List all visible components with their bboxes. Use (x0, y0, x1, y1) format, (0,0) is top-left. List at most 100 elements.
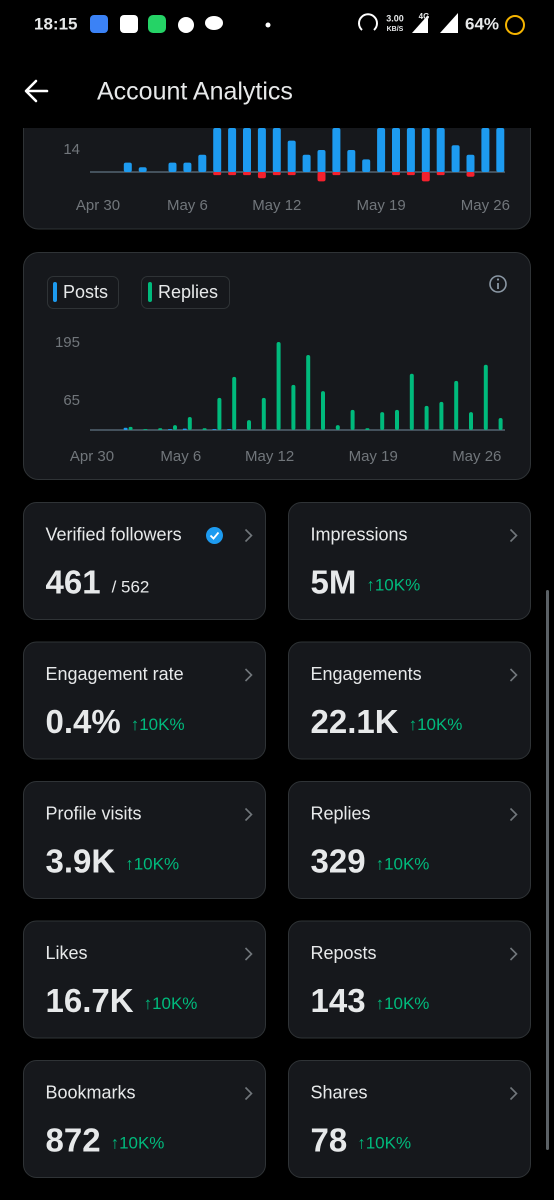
bar (454, 380, 459, 430)
bar (451, 145, 460, 172)
card-value: 16.7K (46, 982, 134, 1019)
bar (421, 128, 430, 172)
bar (227, 429, 232, 430)
bar (202, 428, 207, 430)
metric-card[interactable] (23, 502, 266, 620)
bar (123, 427, 128, 430)
x-tick-label: Apr 30 (76, 197, 120, 214)
bar (217, 397, 222, 430)
card-value-line: 22.1K ↑10K% (311, 703, 463, 740)
card-change: ↑10K% (409, 715, 463, 734)
bar (317, 150, 326, 172)
bar (321, 391, 325, 430)
verified-badge (206, 527, 223, 544)
chevron (244, 528, 253, 543)
bar (247, 420, 251, 430)
card-value-line: 461 / 562 (46, 563, 150, 600)
metric-card[interactable] (288, 920, 531, 1039)
card-total: / 562 (112, 578, 150, 597)
bar (182, 428, 187, 430)
card-title: Engagement rate (46, 664, 184, 684)
bar (187, 417, 192, 430)
chevron (244, 1086, 253, 1101)
metric-card[interactable] (23, 781, 266, 899)
bar (395, 409, 399, 430)
bar (183, 162, 192, 172)
card-value: 3.9K (46, 842, 116, 879)
bar (347, 150, 356, 172)
card-value-line: 16.7K ↑10K% (46, 982, 198, 1019)
metric-card[interactable] (288, 641, 531, 760)
legend-label: Posts (63, 282, 108, 302)
bar (213, 172, 222, 176)
status-time: 18:15 (34, 14, 77, 33)
bar (128, 426, 133, 430)
legend-box[interactable] (47, 276, 119, 309)
x-tick-label: May 12 (252, 197, 301, 214)
legend-label: Replies (158, 282, 218, 302)
metric-card[interactable] (23, 1060, 266, 1178)
bar (287, 140, 296, 172)
card-title: Profile visits (46, 803, 142, 823)
metric-card[interactable] (288, 1060, 531, 1178)
net-speed: 3.00 (386, 13, 404, 23)
card-value: 329 (311, 842, 366, 879)
bar (466, 172, 475, 177)
card-value: 461 (46, 563, 101, 600)
bar (436, 128, 445, 172)
bar (228, 172, 237, 176)
card-change: ↑10K% (144, 994, 198, 1013)
bar (317, 172, 326, 182)
bar (424, 405, 429, 430)
metric-card[interactable] (23, 920, 266, 1039)
bar (380, 412, 385, 430)
bar (392, 172, 400, 176)
card-value-line: 78 ↑10K% (311, 1121, 412, 1158)
bar (232, 376, 237, 430)
card-value-line: 0.4% ↑10K% (46, 703, 185, 740)
bar (138, 167, 147, 172)
bar (276, 342, 281, 430)
bar (365, 428, 370, 430)
card-value-line: 5M ↑10K% (311, 563, 421, 600)
card-value-line: 3.9K ↑10K% (46, 842, 180, 879)
bar (257, 128, 266, 172)
metric-card[interactable] (288, 781, 531, 899)
bar (213, 128, 222, 172)
bar (496, 128, 505, 172)
back-button[interactable] (24, 79, 49, 103)
bar (302, 154, 311, 172)
status-icons (90, 13, 525, 35)
battery-level: 64% (465, 14, 499, 33)
legend-box[interactable] (141, 276, 230, 309)
x-tick-label: May 26 (461, 197, 510, 214)
bar (158, 428, 163, 430)
metric-card[interactable] (288, 502, 531, 620)
bar (261, 397, 266, 430)
bar (406, 172, 415, 176)
metric-card[interactable] (23, 641, 266, 760)
bar (421, 172, 430, 182)
chevron (244, 668, 253, 682)
bar (291, 384, 296, 430)
replies-chart: 65 195 Apr 30 May 6 May 12 May 19 May 26 (55, 334, 505, 465)
x-tick-label: Apr 30 (70, 448, 114, 465)
chevron (509, 1086, 518, 1101)
bar (212, 429, 217, 430)
card-title: Impressions (311, 524, 408, 544)
card-title: Engagements (311, 664, 422, 684)
info-icon[interactable] (489, 275, 507, 293)
bar (350, 409, 355, 430)
card-value: 78 (311, 1121, 348, 1158)
bar (466, 154, 475, 172)
x-tick-label: May 6 (167, 197, 208, 214)
legend-swatch (53, 282, 57, 302)
card-change: ↑10K% (111, 1134, 165, 1153)
card-title: Likes (46, 943, 88, 963)
card-change: ↑10K% (376, 994, 430, 1013)
bar (377, 128, 386, 172)
bar (198, 154, 207, 172)
page-title: Account Analytics (97, 78, 293, 106)
card-change: ↑10K% (366, 576, 420, 595)
